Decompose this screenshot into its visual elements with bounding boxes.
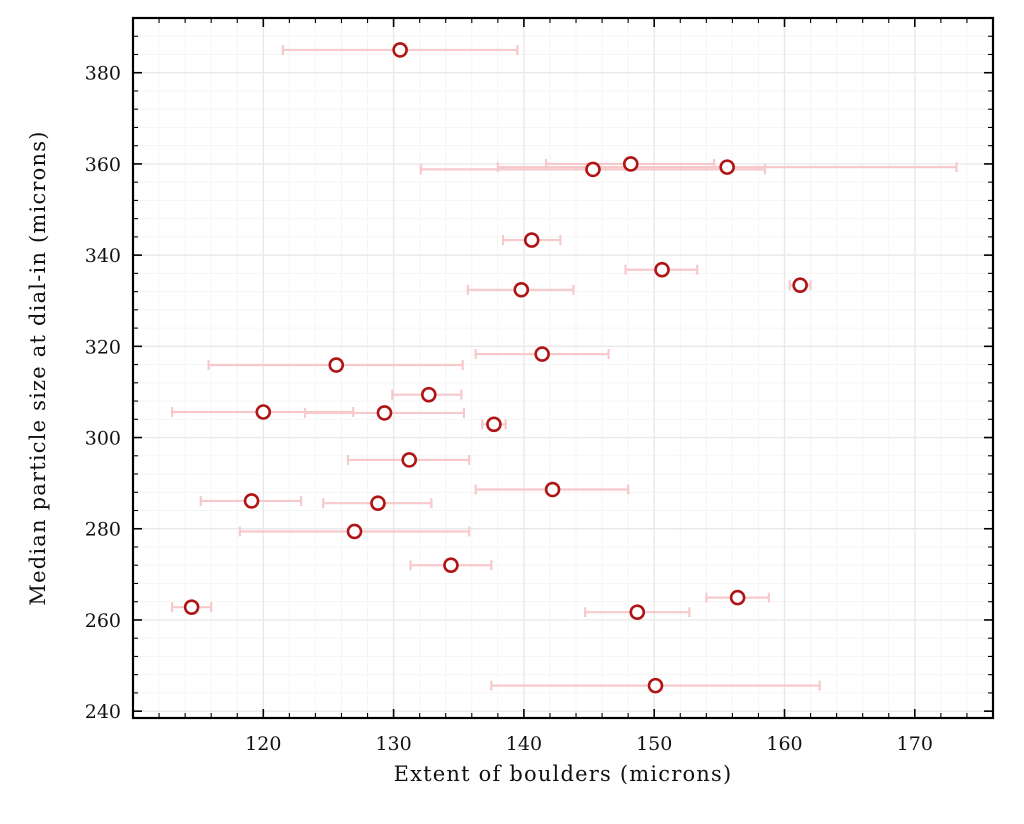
data-point xyxy=(513,281,530,298)
x-tick-label: 150 xyxy=(636,733,672,755)
data-point xyxy=(243,493,260,509)
x-axis-title: Extent of boulders (microns) xyxy=(394,762,733,786)
data-point xyxy=(622,156,639,172)
data-point xyxy=(443,557,459,574)
data-point xyxy=(544,481,561,498)
y-tick-label: 320 xyxy=(85,336,121,358)
data-point xyxy=(486,416,502,433)
y-tick-label: 360 xyxy=(85,154,121,176)
x-tick-label: 160 xyxy=(766,733,802,755)
y-tick-label: 260 xyxy=(85,610,121,632)
y-tick-label: 380 xyxy=(85,63,121,85)
plot-frame xyxy=(131,16,995,720)
data-point xyxy=(585,161,601,178)
axis-ticks xyxy=(133,18,993,718)
data-point xyxy=(792,277,808,294)
data-point xyxy=(654,261,670,278)
data-point xyxy=(392,42,408,58)
y-tick-label: 280 xyxy=(85,519,121,541)
x-tick-label: 130 xyxy=(375,733,411,755)
data-point xyxy=(376,405,393,421)
data-point xyxy=(523,232,540,248)
data-point xyxy=(401,452,418,468)
data-point xyxy=(255,404,272,420)
y-tick-label: 300 xyxy=(85,428,121,450)
y-axis-title: Median particle size at dial-in (microns… xyxy=(26,130,50,605)
data-point xyxy=(629,604,646,621)
x-tick-label: 120 xyxy=(245,733,281,755)
data-point xyxy=(328,357,345,373)
x-tick-labels: 120 130 140 150 160 170 xyxy=(245,733,933,755)
data-point xyxy=(370,495,386,512)
data-point xyxy=(729,589,746,606)
data-point xyxy=(420,386,437,403)
error-bars xyxy=(170,44,958,691)
x-tick-label: 140 xyxy=(506,733,542,755)
data-point xyxy=(183,599,200,615)
y-tick-label: 340 xyxy=(85,245,121,267)
grid xyxy=(133,18,993,718)
data-point xyxy=(647,677,664,694)
data-point xyxy=(534,346,550,362)
data-point xyxy=(346,523,363,540)
data-point xyxy=(719,159,735,175)
x-tick-label: 170 xyxy=(897,733,933,755)
y-tick-label: 240 xyxy=(85,701,121,723)
y-tick-labels: 240 260 280 300 320 340 360 380 xyxy=(85,63,121,723)
data-points xyxy=(183,42,808,694)
